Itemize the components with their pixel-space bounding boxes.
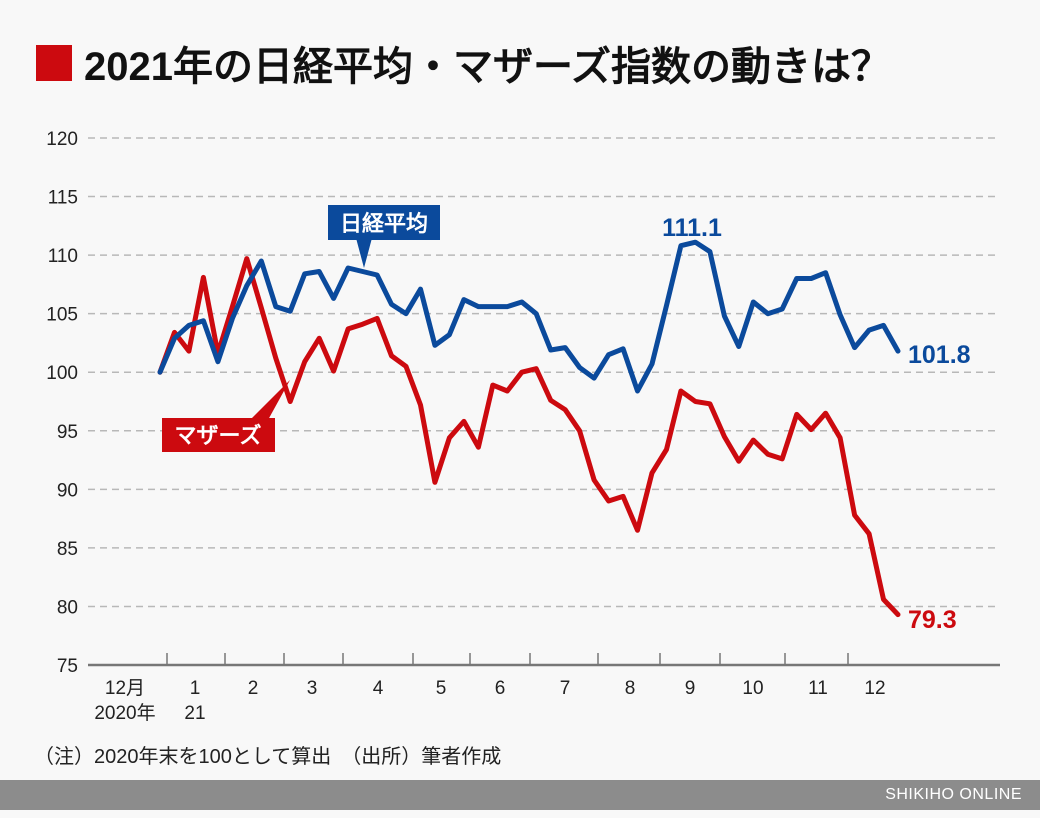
mothers-legend-label: マザーズ bbox=[175, 423, 262, 448]
footer-bar: SHIKIHO ONLINE bbox=[0, 780, 1040, 810]
nikkei-end-label: 101.8 bbox=[908, 341, 971, 369]
title-text: 2021年の日経平均・マザーズ指数の動きは？ bbox=[84, 45, 891, 89]
chart-title: 2021年の日経平均・マザーズ指数の動きは？ bbox=[36, 34, 891, 92]
y-tick-label: 110 bbox=[48, 246, 78, 267]
y-tick-label: 85 bbox=[57, 539, 78, 560]
mothers-line bbox=[157, 256, 901, 618]
x-tick-label: 12月 bbox=[105, 678, 145, 699]
x-tick-label: 9 bbox=[685, 678, 696, 699]
nikkei-callout-pointer bbox=[356, 238, 372, 268]
x-tick-label: 7 bbox=[560, 678, 571, 699]
y-tick-label: 90 bbox=[57, 480, 78, 501]
y-tick-label: 105 bbox=[46, 305, 78, 326]
x-tick-sublabel: 21 bbox=[184, 703, 205, 724]
footer-brand: SHIKIHO ONLINE bbox=[885, 786, 1022, 803]
x-tick-label: 6 bbox=[495, 678, 506, 699]
y-tick-label: 120 bbox=[46, 129, 78, 150]
nikkei-legend-label: 日経平均 bbox=[340, 211, 428, 236]
x-tick-label: 8 bbox=[625, 678, 636, 699]
x-tick-label: 3 bbox=[307, 678, 318, 699]
x-tick-sublabel: 2020年 bbox=[94, 702, 155, 724]
x-tick-label: 10 bbox=[742, 678, 763, 699]
nikkei-callout-box bbox=[328, 205, 440, 240]
mothers-end-label: 79.3 bbox=[908, 606, 957, 634]
x-tick-label: 12 bbox=[864, 678, 885, 699]
y-tick-label: 100 bbox=[46, 363, 78, 384]
source-note: （注）2020年末を100として算出 （出所）筆者作成 bbox=[34, 746, 502, 768]
x-tick-label: 5 bbox=[436, 678, 447, 699]
y-tick-label: 80 bbox=[57, 597, 78, 618]
mothers-callout-pointer bbox=[250, 380, 290, 420]
x-tick-label: 11 bbox=[808, 678, 828, 699]
y-tick-label: 95 bbox=[57, 422, 78, 443]
x-tick-label: 2 bbox=[248, 678, 259, 699]
nikkei-line bbox=[157, 239, 901, 394]
x-tick-label: 1 bbox=[190, 678, 201, 699]
mothers-callout-box bbox=[162, 418, 275, 452]
nikkei-peak-label: 111.1 bbox=[662, 214, 722, 242]
y-tick-label: 75 bbox=[57, 656, 78, 677]
x-tick-label: 4 bbox=[373, 678, 384, 699]
y-tick-label: 115 bbox=[48, 188, 78, 209]
title-square-marker bbox=[36, 45, 72, 81]
